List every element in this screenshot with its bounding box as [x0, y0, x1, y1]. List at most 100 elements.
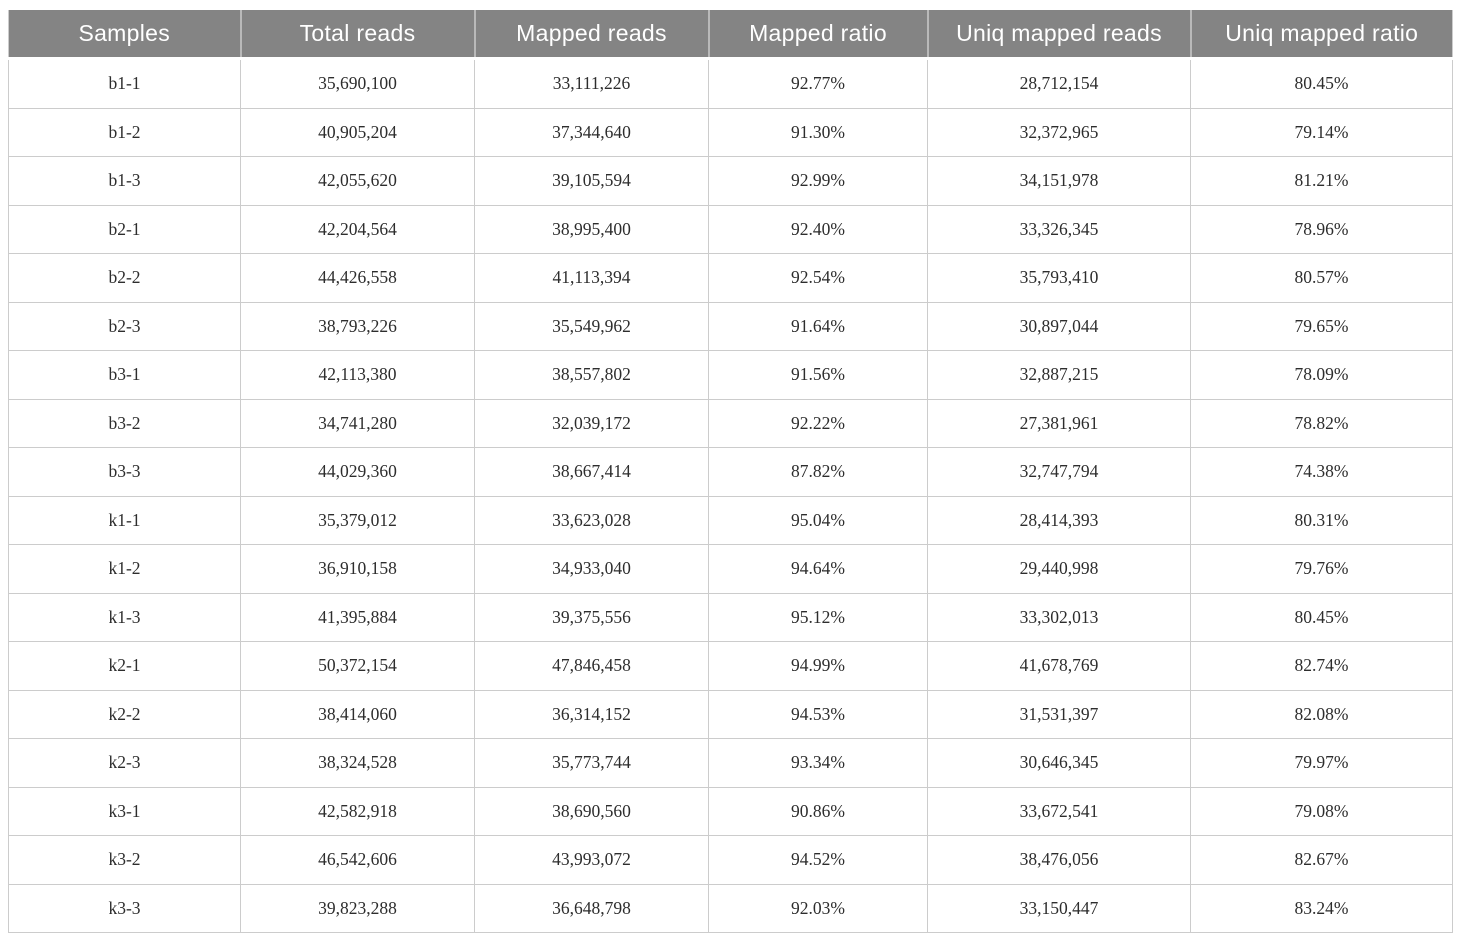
cell-total-reads: 50,372,154: [240, 641, 475, 691]
cell-uniq-mapped-reads: 38,476,056: [927, 835, 1191, 885]
cell-mapped-ratio: 90.86%: [708, 786, 928, 836]
cell-total-reads: 42,204,564: [240, 204, 475, 254]
cell-mapped-reads: 35,773,744: [474, 738, 709, 788]
table-body: b1-1 35,690,100 33,111,226 92.77% 28,712…: [8, 58, 1453, 933]
cell-total-reads: 35,379,012: [240, 495, 475, 545]
cell-mapped-reads: 47,846,458: [474, 641, 709, 691]
cell-total-reads: 39,823,288: [240, 883, 475, 933]
cell-sample: k2-1: [8, 641, 241, 691]
cell-total-reads: 42,113,380: [240, 350, 475, 400]
cell-uniq-mapped-reads: 32,887,215: [927, 350, 1191, 400]
cell-uniq-mapped-reads: 33,302,013: [927, 592, 1191, 642]
table-row: k2-1 50,372,154 47,846,458 94.99% 41,678…: [8, 641, 1453, 691]
cell-mapped-reads: 38,995,400: [474, 204, 709, 254]
cell-uniq-mapped-ratio: 80.45%: [1190, 58, 1453, 109]
cell-uniq-mapped-ratio: 79.14%: [1190, 107, 1453, 157]
cell-mapped-ratio: 94.52%: [708, 835, 928, 885]
table-row: b3-3 44,029,360 38,667,414 87.82% 32,747…: [8, 447, 1453, 497]
cell-uniq-mapped-reads: 33,672,541: [927, 786, 1191, 836]
cell-sample: b1-1: [8, 58, 241, 109]
cell-mapped-ratio: 94.99%: [708, 641, 928, 691]
cell-total-reads: 42,582,918: [240, 786, 475, 836]
cell-mapped-reads: 39,105,594: [474, 156, 709, 206]
table-row: k2-2 38,414,060 36,314,152 94.53% 31,531…: [8, 689, 1453, 739]
table-row: k2-3 38,324,528 35,773,744 93.34% 30,646…: [8, 738, 1453, 788]
table-row: k1-1 35,379,012 33,623,028 95.04% 28,414…: [8, 495, 1453, 545]
cell-total-reads: 44,029,360: [240, 447, 475, 497]
cell-sample: k3-3: [8, 883, 241, 933]
cell-mapped-reads: 33,111,226: [474, 58, 709, 109]
cell-uniq-mapped-reads: 33,326,345: [927, 204, 1191, 254]
cell-uniq-mapped-reads: 32,372,965: [927, 107, 1191, 157]
cell-sample: b3-1: [8, 350, 241, 400]
cell-mapped-reads: 43,993,072: [474, 835, 709, 885]
cell-mapped-ratio: 91.64%: [708, 301, 928, 351]
cell-sample: b1-2: [8, 107, 241, 157]
column-header-total-reads: Total reads: [240, 10, 476, 60]
cell-uniq-mapped-ratio: 79.65%: [1190, 301, 1453, 351]
column-header-mapped-reads: Mapped reads: [474, 10, 710, 60]
cell-mapped-reads: 38,667,414: [474, 447, 709, 497]
cell-uniq-mapped-ratio: 80.31%: [1190, 495, 1453, 545]
cell-uniq-mapped-ratio: 81.21%: [1190, 156, 1453, 206]
cell-uniq-mapped-ratio: 79.08%: [1190, 786, 1453, 836]
table-row: k3-3 39,823,288 36,648,798 92.03% 33,150…: [8, 883, 1453, 933]
table-row: k1-3 41,395,884 39,375,556 95.12% 33,302…: [8, 592, 1453, 642]
table-row: b1-1 35,690,100 33,111,226 92.77% 28,712…: [8, 58, 1453, 109]
cell-sample: b2-1: [8, 204, 241, 254]
column-header-samples: Samples: [8, 10, 242, 60]
table-row: b3-2 34,741,280 32,039,172 92.22% 27,381…: [8, 398, 1453, 448]
cell-uniq-mapped-reads: 31,531,397: [927, 689, 1191, 739]
cell-uniq-mapped-reads: 41,678,769: [927, 641, 1191, 691]
cell-total-reads: 41,395,884: [240, 592, 475, 642]
table-row: b2-2 44,426,558 41,113,394 92.54% 35,793…: [8, 253, 1453, 303]
cell-mapped-reads: 37,344,640: [474, 107, 709, 157]
table-row: b1-3 42,055,620 39,105,594 92.99% 34,151…: [8, 156, 1453, 206]
cell-total-reads: 35,690,100: [240, 58, 475, 109]
cell-total-reads: 38,793,226: [240, 301, 475, 351]
cell-mapped-reads: 38,557,802: [474, 350, 709, 400]
table-row: k3-1 42,582,918 38,690,560 90.86% 33,672…: [8, 786, 1453, 836]
cell-uniq-mapped-ratio: 78.96%: [1190, 204, 1453, 254]
cell-mapped-ratio: 93.34%: [708, 738, 928, 788]
cell-uniq-mapped-reads: 30,646,345: [927, 738, 1191, 788]
cell-total-reads: 38,324,528: [240, 738, 475, 788]
cell-mapped-ratio: 92.54%: [708, 253, 928, 303]
column-header-uniq-mapped-ratio: Uniq mapped ratio: [1190, 10, 1453, 60]
cell-uniq-mapped-reads: 28,414,393: [927, 495, 1191, 545]
cell-uniq-mapped-reads: 27,381,961: [927, 398, 1191, 448]
cell-mapped-reads: 33,623,028: [474, 495, 709, 545]
cell-mapped-ratio: 87.82%: [708, 447, 928, 497]
cell-uniq-mapped-ratio: 74.38%: [1190, 447, 1453, 497]
cell-total-reads: 46,542,606: [240, 835, 475, 885]
cell-sample: b2-3: [8, 301, 241, 351]
cell-sample: b1-3: [8, 156, 241, 206]
cell-mapped-ratio: 95.04%: [708, 495, 928, 545]
cell-sample: b3-2: [8, 398, 241, 448]
cell-uniq-mapped-ratio: 78.82%: [1190, 398, 1453, 448]
table-row: k3-2 46,542,606 43,993,072 94.52% 38,476…: [8, 835, 1453, 885]
header-row: Samples Total reads Mapped reads Mapped …: [8, 10, 1453, 60]
cell-sample: b3-3: [8, 447, 241, 497]
read-mapping-statistics-table: Samples Total reads Mapped reads Mapped …: [8, 10, 1453, 933]
table-row: b2-3 38,793,226 35,549,962 91.64% 30,897…: [8, 301, 1453, 351]
cell-sample: k1-1: [8, 495, 241, 545]
cell-mapped-ratio: 92.22%: [708, 398, 928, 448]
cell-sample: k3-1: [8, 786, 241, 836]
cell-mapped-ratio: 92.40%: [708, 204, 928, 254]
column-header-uniq-mapped-reads: Uniq mapped reads: [927, 10, 1192, 60]
cell-uniq-mapped-reads: 35,793,410: [927, 253, 1191, 303]
cell-uniq-mapped-ratio: 82.08%: [1190, 689, 1453, 739]
table-row: b3-1 42,113,380 38,557,802 91.56% 32,887…: [8, 350, 1453, 400]
cell-sample: k1-2: [8, 544, 241, 594]
cell-sample: k3-2: [8, 835, 241, 885]
cell-uniq-mapped-reads: 28,712,154: [927, 58, 1191, 109]
cell-mapped-ratio: 94.64%: [708, 544, 928, 594]
cell-uniq-mapped-ratio: 78.09%: [1190, 350, 1453, 400]
cell-total-reads: 38,414,060: [240, 689, 475, 739]
table-row: b1-2 40,905,204 37,344,640 91.30% 32,372…: [8, 107, 1453, 157]
cell-uniq-mapped-ratio: 80.57%: [1190, 253, 1453, 303]
cell-mapped-reads: 39,375,556: [474, 592, 709, 642]
cell-mapped-reads: 36,648,798: [474, 883, 709, 933]
